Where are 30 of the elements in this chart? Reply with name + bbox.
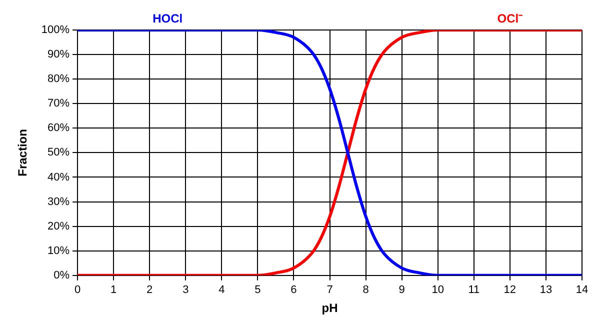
y-tick-label: 80% <box>48 73 70 86</box>
x-axis-title: pH <box>322 301 338 316</box>
x-tick-label: 6 <box>290 284 297 296</box>
y-tick-label: 10% <box>48 244 70 257</box>
y-tick-label: 60% <box>48 122 70 134</box>
x-tick-label: 14 <box>576 284 588 296</box>
x-tick-label: 3 <box>182 284 189 296</box>
y-tick-label: 90% <box>48 48 70 61</box>
x-tick-label: 8 <box>362 284 369 296</box>
x-tick-label: 12 <box>504 284 516 296</box>
y-tick-label: 50% <box>48 146 70 159</box>
x-tick-label: 13 <box>540 284 552 296</box>
series-label: HOCl <box>152 11 183 26</box>
x-tick-label: 1 <box>110 284 117 296</box>
x-tick-label: 7 <box>326 284 333 296</box>
x-tick-label: 2 <box>146 284 153 296</box>
y-tick-label: 20% <box>48 220 70 232</box>
y-tick-label: 70% <box>48 98 70 110</box>
x-tick-label: 0 <box>74 284 81 296</box>
x-tick-label: 10 <box>432 284 444 296</box>
y-tick-label: 0% <box>54 269 70 282</box>
y-tick-label: 100% <box>41 24 70 36</box>
x-tick-label: 5 <box>254 284 261 296</box>
y-axis-title: Fraction <box>16 129 30 176</box>
x-tick-label: 9 <box>398 284 405 296</box>
x-tick-label: 11 <box>468 284 480 296</box>
x-tick-label: 4 <box>218 284 225 296</box>
y-tick-label: 40% <box>48 171 70 184</box>
y-tick-label: 30% <box>48 196 70 208</box>
series-label: OCl⁻ <box>497 11 523 26</box>
